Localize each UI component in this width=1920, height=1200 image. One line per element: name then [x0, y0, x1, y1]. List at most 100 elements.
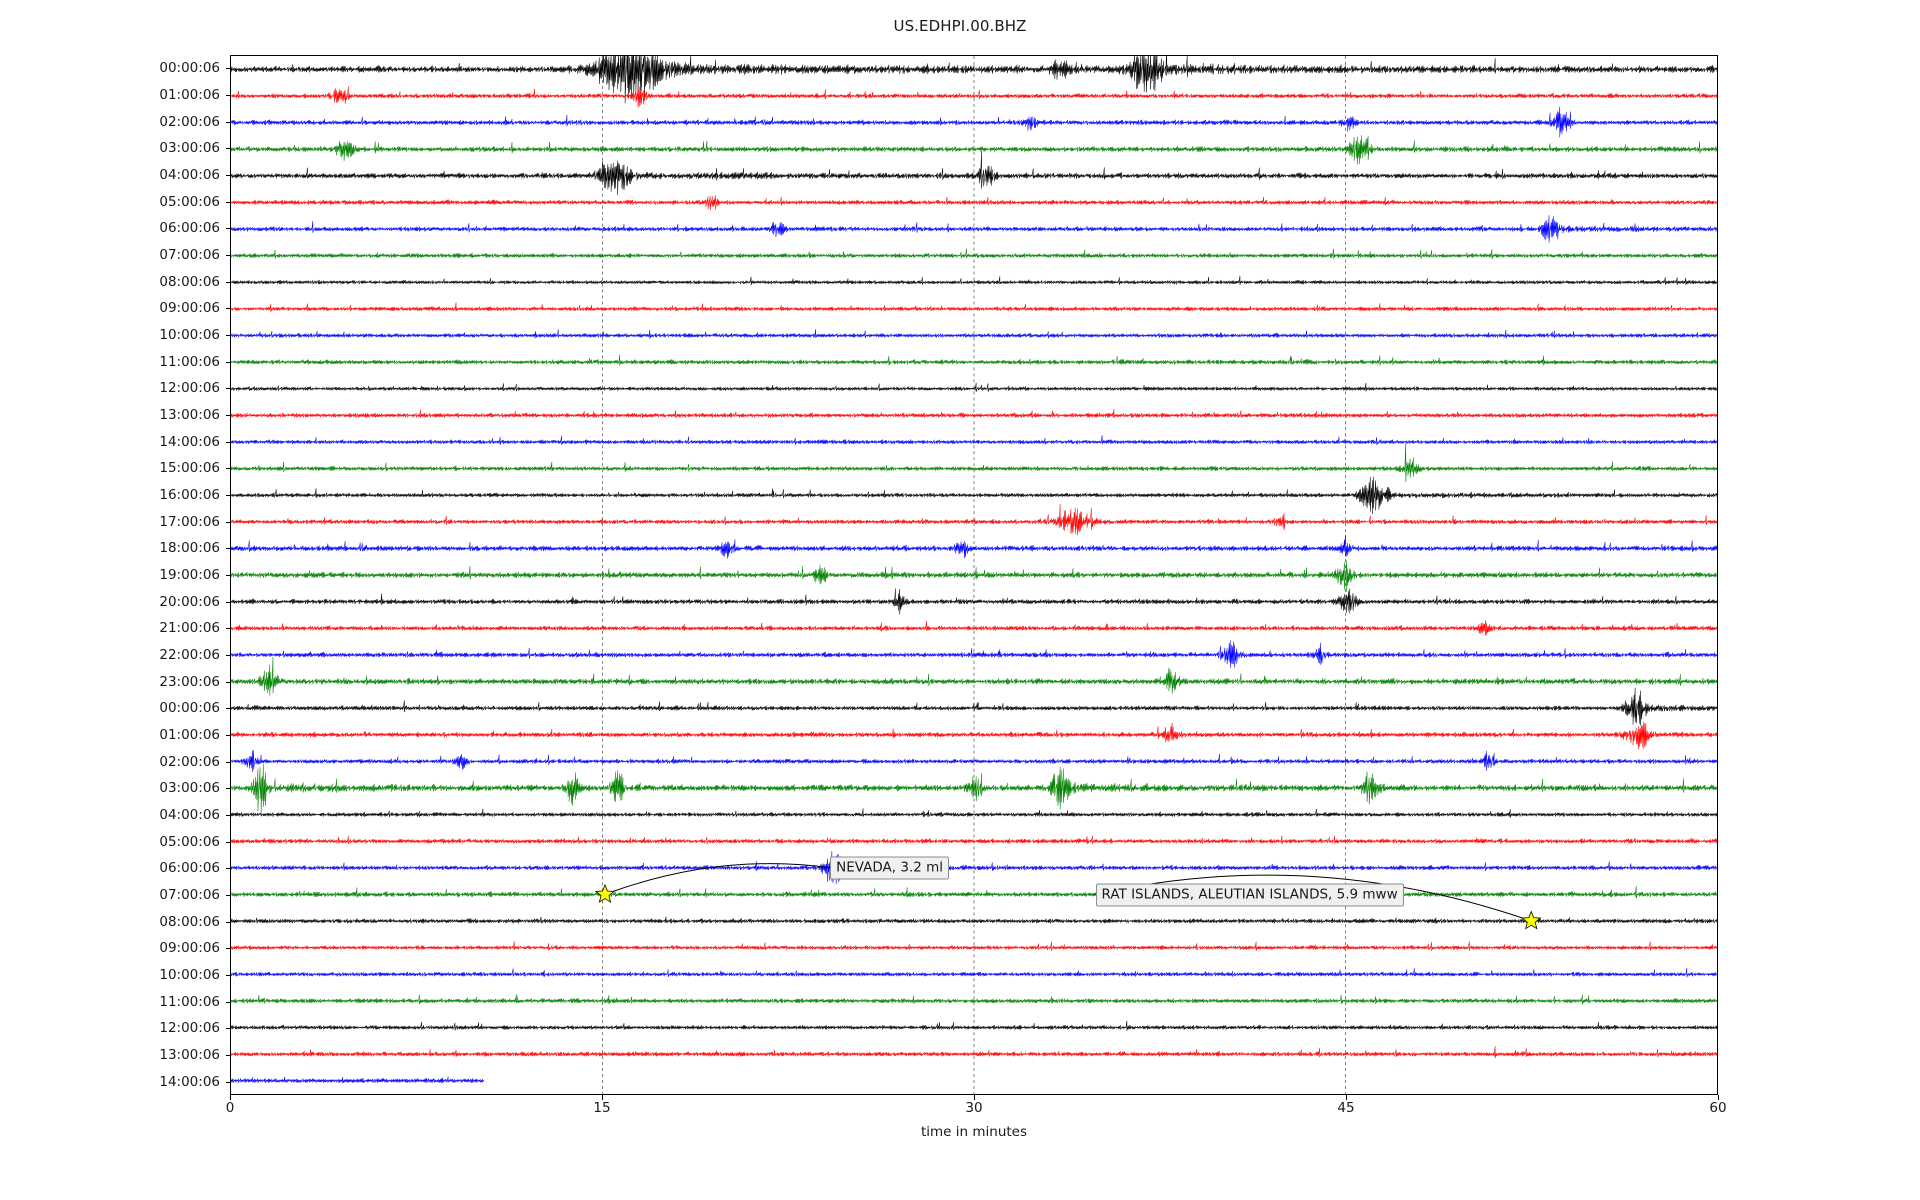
x-tick-label-45: 45 — [1337, 1100, 1355, 1116]
y-tick-mark-4 — [226, 175, 231, 176]
y-tick-label-25: 01:00:06 — [159, 727, 220, 743]
x-tick-mark-30 — [974, 1095, 975, 1100]
seismic-trace-row-4 — [231, 151, 1717, 196]
annotation-connector-nevada-event — [604, 863, 831, 895]
y-tick-mark-14 — [226, 441, 231, 443]
y-tick-label-17: 17:00:06 — [159, 513, 220, 530]
y-tick-mark-18 — [226, 548, 231, 550]
seismic-trace-row-14 — [231, 435, 1717, 446]
y-tick-mark-35 — [226, 1001, 231, 1003]
seismic-trace-row-20 — [231, 588, 1717, 615]
seismic-trace-row-21 — [231, 620, 1717, 636]
y-tick-mark-0 — [226, 68, 231, 70]
y-tick-mark-24 — [226, 708, 231, 710]
annotation-label-rat-islands-event[interactable]: RAT ISLANDS, ALEUTIAN ISLANDS, 5.9 mww — [1095, 883, 1404, 907]
y-tick-label-35: 11:00:06 — [159, 993, 220, 1010]
seismic-trace-row-1 — [231, 86, 1717, 108]
seismic-trace-row-3 — [231, 135, 1717, 165]
seismic-trace-row-8 — [231, 275, 1717, 286]
y-tick-label-29: 05:00:06 — [159, 833, 220, 850]
y-tick-label-24: 00:00:06 — [159, 700, 220, 717]
y-tick-mark-1 — [226, 95, 231, 96]
y-tick-label-21: 21:00:06 — [159, 620, 220, 637]
y-tick-mark-29 — [226, 841, 231, 843]
seismic-trace-row-9 — [231, 302, 1717, 312]
y-tick-mark-17 — [226, 521, 231, 523]
x-tick-mark-15 — [602, 1095, 603, 1100]
y-tick-mark-23 — [226, 681, 231, 683]
y-tick-mark-30 — [226, 868, 231, 870]
annotation-connector-rat-islands-event — [1095, 874, 1532, 922]
seismic-trace-row-12 — [231, 382, 1717, 392]
y-tick-label-19: 19:00:06 — [159, 567, 220, 583]
seismic-trace-row-5 — [231, 195, 1717, 211]
x-tick-label-30: 30 — [965, 1100, 983, 1116]
seismic-trace-row-22 — [231, 640, 1717, 668]
annotation-label-nevada-event[interactable]: NEVADA, 3.2 ml — [830, 856, 950, 880]
y-tick-mark-22 — [226, 655, 231, 656]
seismic-trace-row-13 — [231, 408, 1717, 419]
y-tick-mark-12 — [226, 388, 231, 390]
y-tick-label-22: 22:00:06 — [159, 647, 220, 663]
y-tick-mark-28 — [226, 815, 231, 816]
y-tick-mark-19 — [226, 575, 231, 576]
y-tick-mark-31 — [226, 895, 231, 896]
y-tick-label-11: 11:00:06 — [159, 353, 220, 370]
y-tick-label-26: 02:00:06 — [159, 753, 220, 770]
y-tick-label-37: 13:00:06 — [159, 1047, 220, 1063]
y-tick-mark-32 — [226, 921, 231, 923]
y-tick-label-0: 00:00:06 — [159, 60, 220, 77]
x-tick-label-15: 15 — [593, 1100, 611, 1116]
event-overlay-group — [594, 863, 1542, 930]
seismic-trace-row-28 — [231, 808, 1717, 818]
y-tick-label-14: 14:00:06 — [159, 433, 220, 450]
seismic-trace-row-10 — [231, 329, 1717, 339]
seismic-trace-row-36 — [231, 1020, 1717, 1031]
y-tick-label-28: 04:00:06 — [159, 807, 220, 823]
seismic-trace-row-27 — [231, 764, 1717, 813]
seismic-trace-row-23 — [231, 656, 1717, 696]
y-tick-mark-7 — [226, 255, 231, 256]
seismic-trace-row-24 — [231, 687, 1717, 726]
y-tick-mark-16 — [226, 495, 231, 496]
seismic-trace-row-11 — [231, 354, 1717, 366]
y-tick-mark-26 — [226, 761, 231, 763]
y-tick-mark-25 — [226, 735, 231, 736]
plot-axes — [230, 55, 1718, 1095]
event-star-marker-rat-islands-event[interactable] — [1521, 910, 1542, 930]
y-tick-label-36: 12:00:06 — [159, 1020, 220, 1037]
seismic-trace-row-31 — [231, 885, 1717, 899]
seismic-trace-row-37 — [231, 1046, 1717, 1059]
seismic-trace-row-16 — [231, 476, 1717, 515]
seismic-trace-row-26 — [231, 750, 1717, 773]
event-star-marker-nevada-event[interactable] — [594, 883, 616, 903]
y-tick-label-32: 08:00:06 — [159, 913, 220, 930]
trace-canvas — [231, 56, 1717, 1094]
seismic-trace-row-25 — [231, 721, 1717, 750]
y-tick-label-20: 20:00:06 — [159, 593, 220, 610]
y-tick-mark-38 — [226, 1081, 231, 1083]
seismic-trace-row-18 — [231, 535, 1717, 559]
y-tick-mark-2 — [226, 121, 231, 123]
seismic-trace-row-0 — [231, 56, 1717, 104]
seismic-trace-row-35 — [231, 994, 1717, 1005]
y-tick-label-23: 23:00:06 — [159, 673, 220, 690]
y-tick-label-38: 14:00:06 — [159, 1073, 220, 1090]
y-tick-label-30: 06:00:06 — [159, 860, 220, 877]
y-tick-label-34: 10:00:06 — [159, 967, 220, 983]
y-tick-label-1: 01:00:06 — [159, 87, 220, 103]
x-tick-label-60: 60 — [1709, 1100, 1727, 1116]
x-tick-label-0: 0 — [225, 1100, 235, 1116]
y-tick-mark-21 — [226, 628, 231, 630]
y-tick-label-27: 03:00:06 — [159, 780, 220, 797]
y-tick-mark-10 — [226, 335, 231, 336]
seismic-trace-row-32 — [231, 916, 1717, 924]
seismic-trace-row-2 — [231, 106, 1717, 138]
y-tick-label-15: 15:00:06 — [159, 460, 220, 477]
x-tick-mark-45 — [1346, 1095, 1347, 1100]
y-tick-mark-6 — [226, 228, 231, 230]
y-tick-mark-20 — [226, 601, 231, 603]
y-tick-mark-27 — [226, 788, 231, 790]
